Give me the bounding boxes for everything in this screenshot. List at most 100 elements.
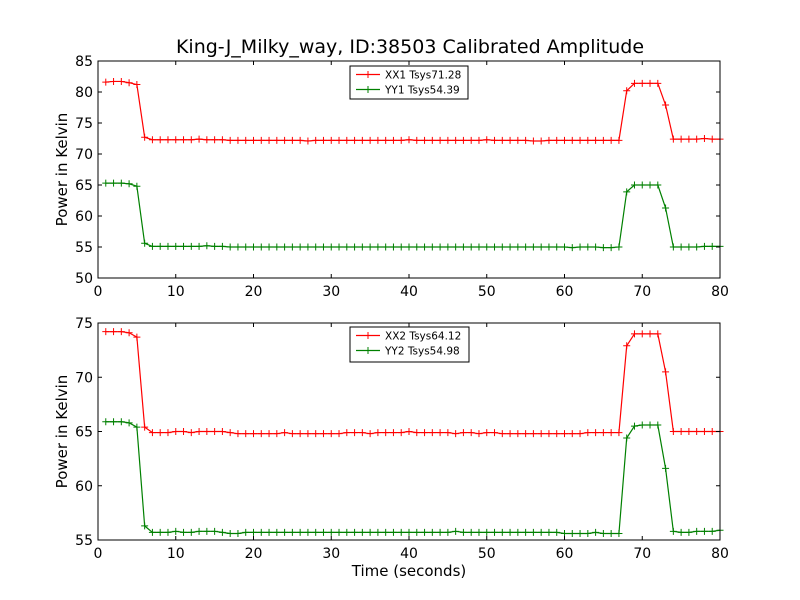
data-point bbox=[288, 528, 296, 536]
data-point bbox=[483, 528, 491, 536]
data-point bbox=[164, 242, 172, 250]
x-tick-label: 20 bbox=[245, 546, 263, 562]
data-point bbox=[125, 79, 133, 87]
x-tick-label: 0 bbox=[94, 546, 103, 562]
x-tick-label: 50 bbox=[478, 284, 496, 300]
data-point bbox=[669, 135, 677, 143]
data-point bbox=[646, 181, 654, 189]
data-point bbox=[436, 136, 444, 144]
data-point bbox=[646, 421, 654, 429]
data-point bbox=[148, 136, 156, 144]
data-point bbox=[452, 136, 460, 144]
data-point bbox=[421, 528, 429, 536]
data-point bbox=[421, 136, 429, 144]
data-point bbox=[475, 430, 483, 438]
x-tick-label: 40 bbox=[400, 284, 418, 300]
data-point bbox=[374, 429, 382, 437]
legend-marker bbox=[364, 332, 372, 339]
data-point bbox=[327, 136, 335, 144]
data-point bbox=[685, 428, 693, 435]
data-point bbox=[607, 429, 615, 437]
data-point bbox=[281, 528, 289, 536]
data-point bbox=[452, 527, 460, 535]
x-axis-label: Time (seconds) bbox=[351, 562, 467, 580]
x-tick-label: 50 bbox=[478, 546, 496, 562]
y-tick-label: 60 bbox=[75, 209, 93, 225]
data-point bbox=[584, 243, 592, 251]
data-point bbox=[428, 528, 436, 536]
legend-marker bbox=[364, 71, 372, 78]
data-point bbox=[428, 429, 436, 437]
data-point bbox=[467, 528, 475, 536]
data-point bbox=[211, 242, 219, 250]
data-point bbox=[677, 243, 685, 251]
data-point bbox=[592, 429, 600, 437]
data-point bbox=[514, 430, 522, 438]
data-point bbox=[421, 429, 429, 437]
data-point bbox=[265, 528, 273, 536]
series-line-1-2 bbox=[105, 182, 720, 249]
data-point bbox=[677, 135, 685, 143]
data-point bbox=[234, 529, 242, 537]
data-point bbox=[156, 429, 164, 437]
data-point bbox=[669, 428, 677, 435]
data-point bbox=[358, 528, 366, 536]
series-markers-2-2 bbox=[102, 418, 724, 537]
data-point bbox=[522, 430, 530, 438]
data-point bbox=[312, 430, 320, 438]
data-point bbox=[203, 136, 211, 144]
data-point bbox=[599, 429, 607, 437]
data-point bbox=[133, 182, 141, 190]
data-point bbox=[708, 135, 716, 143]
data-point bbox=[537, 137, 545, 145]
data-point bbox=[638, 79, 646, 87]
data-point bbox=[646, 79, 654, 87]
data-point bbox=[382, 429, 390, 437]
data-point bbox=[172, 527, 180, 535]
data-point bbox=[693, 428, 701, 435]
data-point bbox=[312, 528, 320, 536]
data-point bbox=[483, 243, 491, 251]
data-point bbox=[421, 243, 429, 251]
data-point bbox=[599, 244, 607, 252]
data-point bbox=[304, 430, 312, 438]
data-point bbox=[218, 528, 226, 536]
data-point bbox=[242, 136, 250, 144]
data-point bbox=[234, 243, 242, 251]
data-point bbox=[459, 528, 467, 536]
data-point bbox=[623, 87, 631, 95]
data-point bbox=[172, 242, 180, 250]
data-point bbox=[623, 434, 631, 442]
data-point bbox=[607, 136, 615, 144]
data-point bbox=[677, 528, 685, 536]
data-point bbox=[211, 527, 219, 535]
y-tick-label: 65 bbox=[75, 425, 93, 441]
data-point bbox=[405, 136, 413, 144]
data-point bbox=[545, 136, 553, 144]
data-point bbox=[529, 243, 537, 251]
y-tick-label: 75 bbox=[75, 316, 93, 332]
data-point bbox=[592, 528, 600, 536]
data-point bbox=[677, 428, 685, 435]
data-point bbox=[576, 430, 584, 438]
data-point bbox=[693, 243, 701, 251]
data-point bbox=[506, 136, 514, 144]
data-point bbox=[265, 430, 273, 438]
data-point bbox=[413, 243, 421, 251]
data-point bbox=[389, 243, 397, 251]
data-point bbox=[351, 528, 359, 536]
data-point bbox=[459, 136, 467, 144]
x-tick-label: 80 bbox=[711, 284, 729, 300]
data-point bbox=[475, 243, 483, 251]
data-point bbox=[343, 429, 351, 437]
y-tick-label: 85 bbox=[75, 54, 93, 70]
data-point bbox=[102, 418, 110, 426]
data-point bbox=[110, 179, 118, 187]
data-point bbox=[638, 421, 646, 429]
data-point bbox=[529, 430, 537, 438]
data-point bbox=[343, 528, 351, 536]
data-point bbox=[389, 429, 397, 437]
data-point bbox=[164, 429, 172, 437]
data-point bbox=[296, 430, 304, 438]
data-point bbox=[561, 243, 568, 251]
